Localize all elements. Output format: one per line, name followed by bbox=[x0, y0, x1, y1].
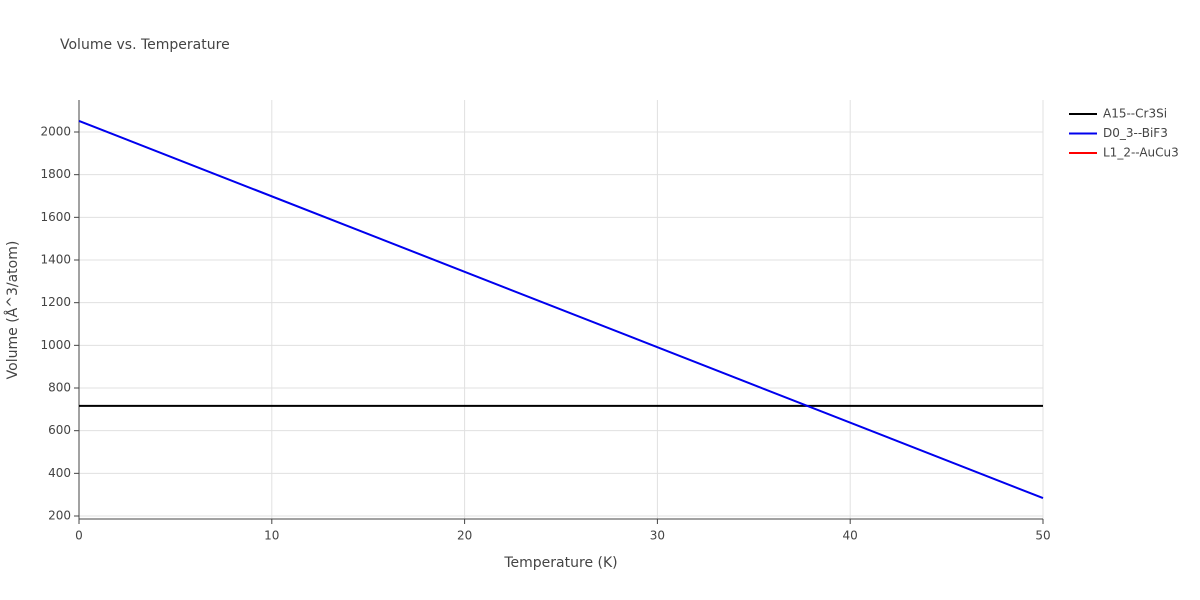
legend-label: A15--Cr3Si bbox=[1103, 107, 1167, 121]
y-tick-label: 1200 bbox=[40, 295, 71, 309]
y-tick-label: 1800 bbox=[40, 167, 71, 181]
series-line bbox=[78, 119, 1044, 500]
x-tick-label: 0 bbox=[75, 529, 83, 543]
y-tick-label: 1600 bbox=[40, 210, 71, 224]
y-tick-label: 800 bbox=[48, 381, 71, 395]
y-tick-label: 200 bbox=[48, 509, 71, 523]
x-tick-label: 30 bbox=[650, 529, 665, 543]
x-tick-label: 40 bbox=[843, 529, 858, 543]
x-tick-label: 10 bbox=[264, 529, 279, 543]
legend-label: D0_3--BiF3 bbox=[1103, 126, 1168, 140]
chart-title: Volume vs. Temperature bbox=[60, 37, 230, 53]
x-axis-label: Temperature (K) bbox=[503, 555, 617, 571]
x-tick-label: 50 bbox=[1035, 529, 1050, 543]
y-tick-label: 1000 bbox=[40, 338, 71, 352]
x-tick-label: 20 bbox=[457, 529, 472, 543]
y-tick-label: 1400 bbox=[40, 253, 71, 267]
y-tick-label: 2000 bbox=[40, 125, 71, 139]
y-tick-label: 400 bbox=[48, 466, 71, 480]
y-tick-label: 600 bbox=[48, 423, 71, 437]
legend-label: L1_2--AuCu3 bbox=[1103, 146, 1179, 160]
y-axis-label: Volume (Å^3/atom) bbox=[4, 241, 21, 380]
